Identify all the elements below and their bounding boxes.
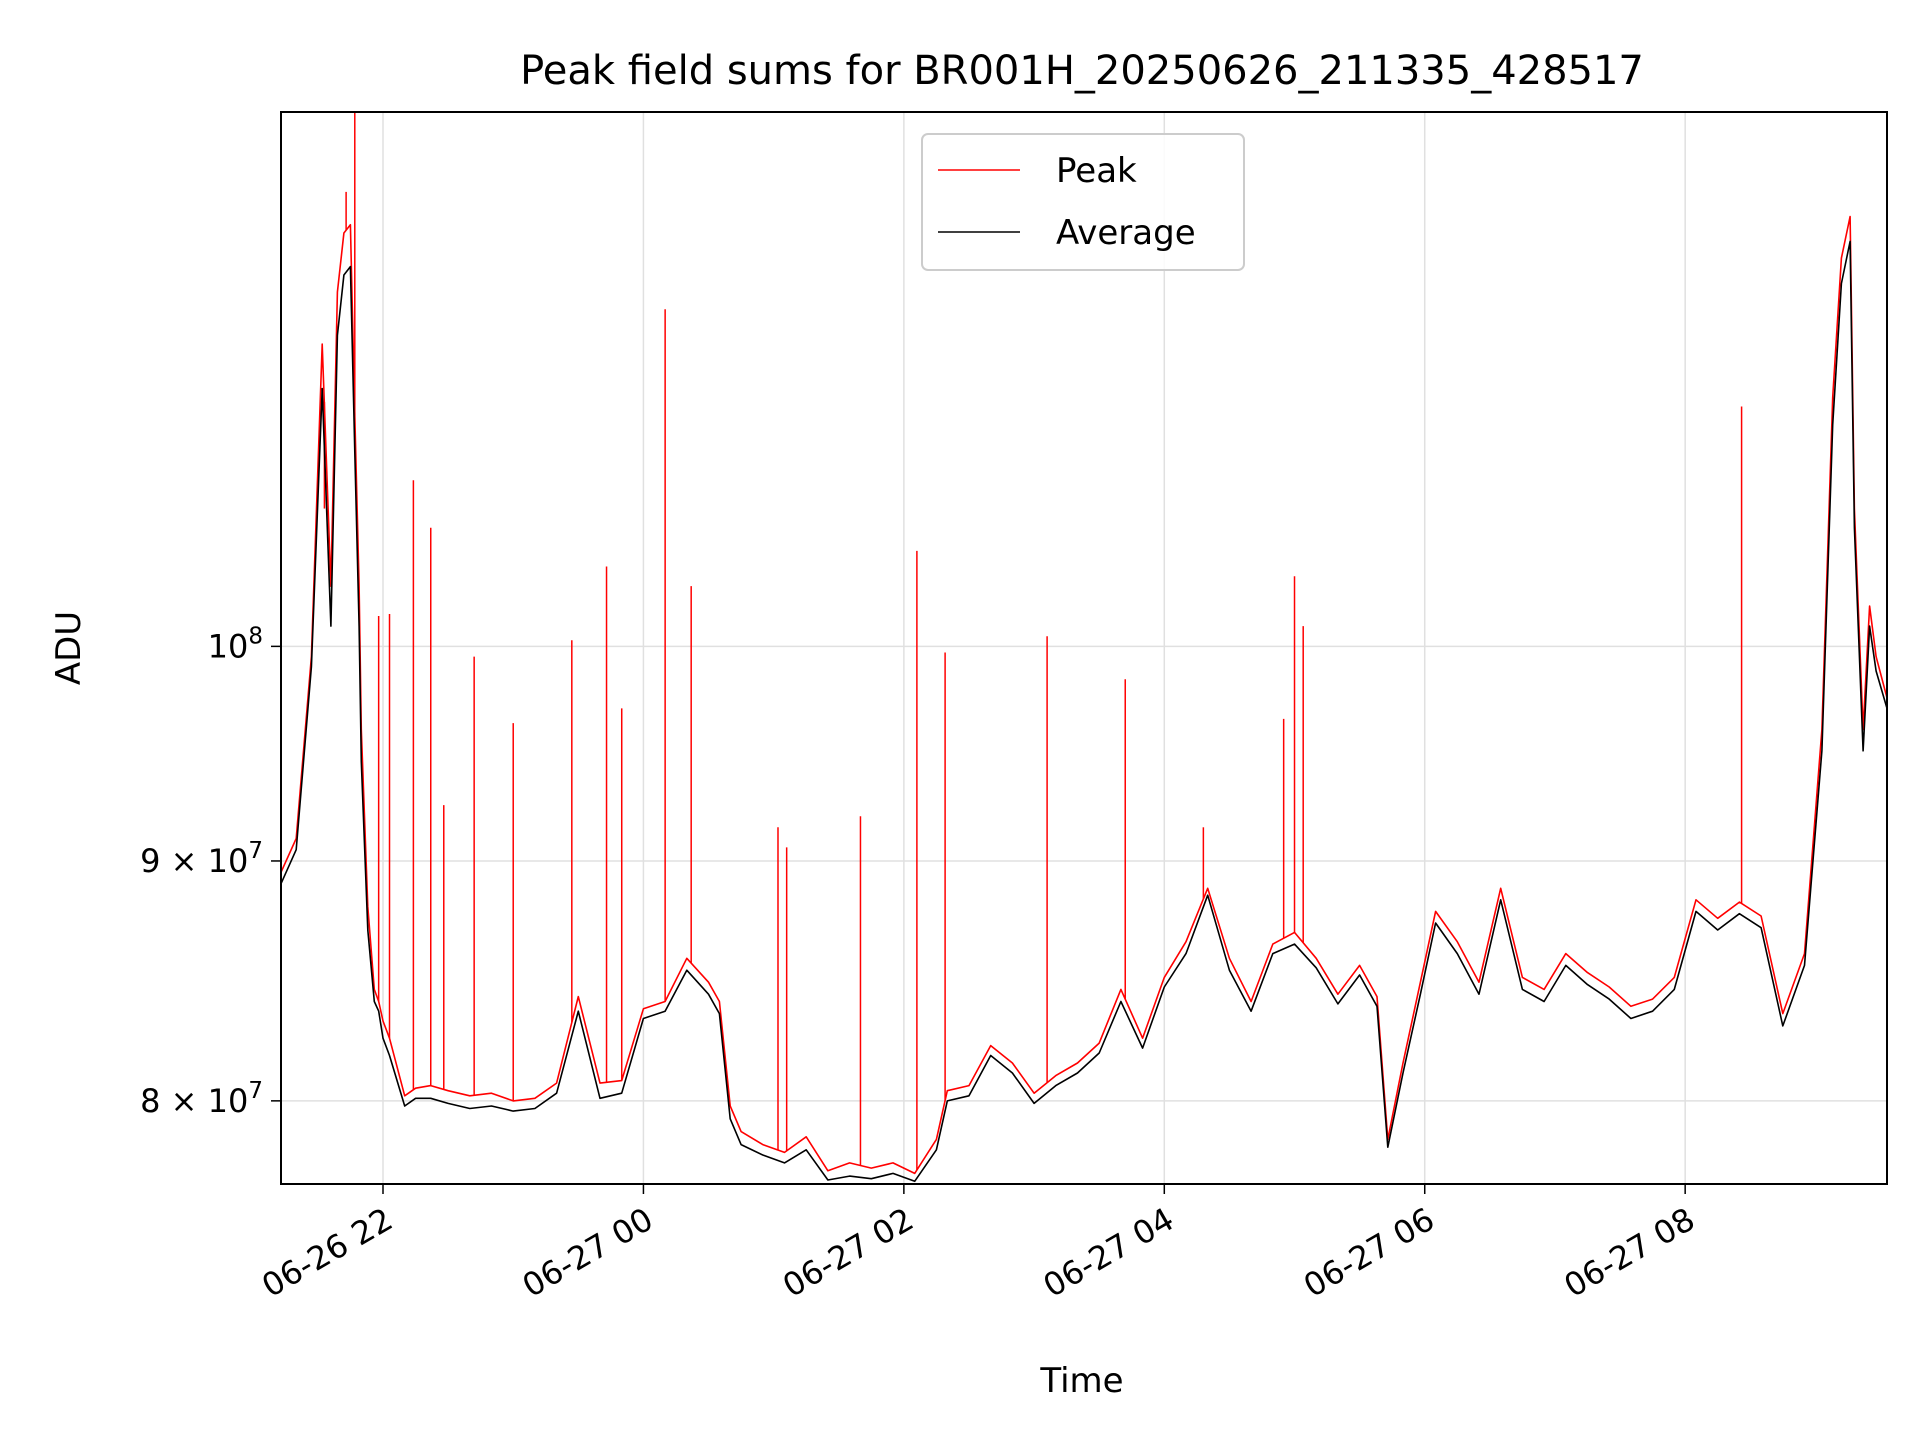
series-group xyxy=(281,112,1887,1183)
legend-average-label: Average xyxy=(1056,213,1196,253)
y-axis-title: ADU xyxy=(49,611,89,685)
y-tick-label: 8 × 107 xyxy=(140,1078,263,1120)
y-tick-label: 9 × 107 xyxy=(140,838,263,880)
grid-lines xyxy=(281,112,1887,1184)
chart-title: Peak field sums for BR001H_20250626_2113… xyxy=(520,48,1644,94)
series-line-average xyxy=(281,240,1887,1183)
legend: Peak Average xyxy=(921,133,1245,271)
series-layer xyxy=(281,112,1887,1183)
x-axis-title: Time xyxy=(1039,1361,1123,1401)
series-line-peak xyxy=(281,215,1887,1175)
y-tick-label: 108 xyxy=(208,623,263,665)
legend-box xyxy=(921,133,1245,271)
legend-peak-label: Peak xyxy=(1056,151,1137,191)
plot-frame xyxy=(280,111,1888,1185)
y-axis: 8 × 107 9 × 107 108 xyxy=(140,623,281,1120)
